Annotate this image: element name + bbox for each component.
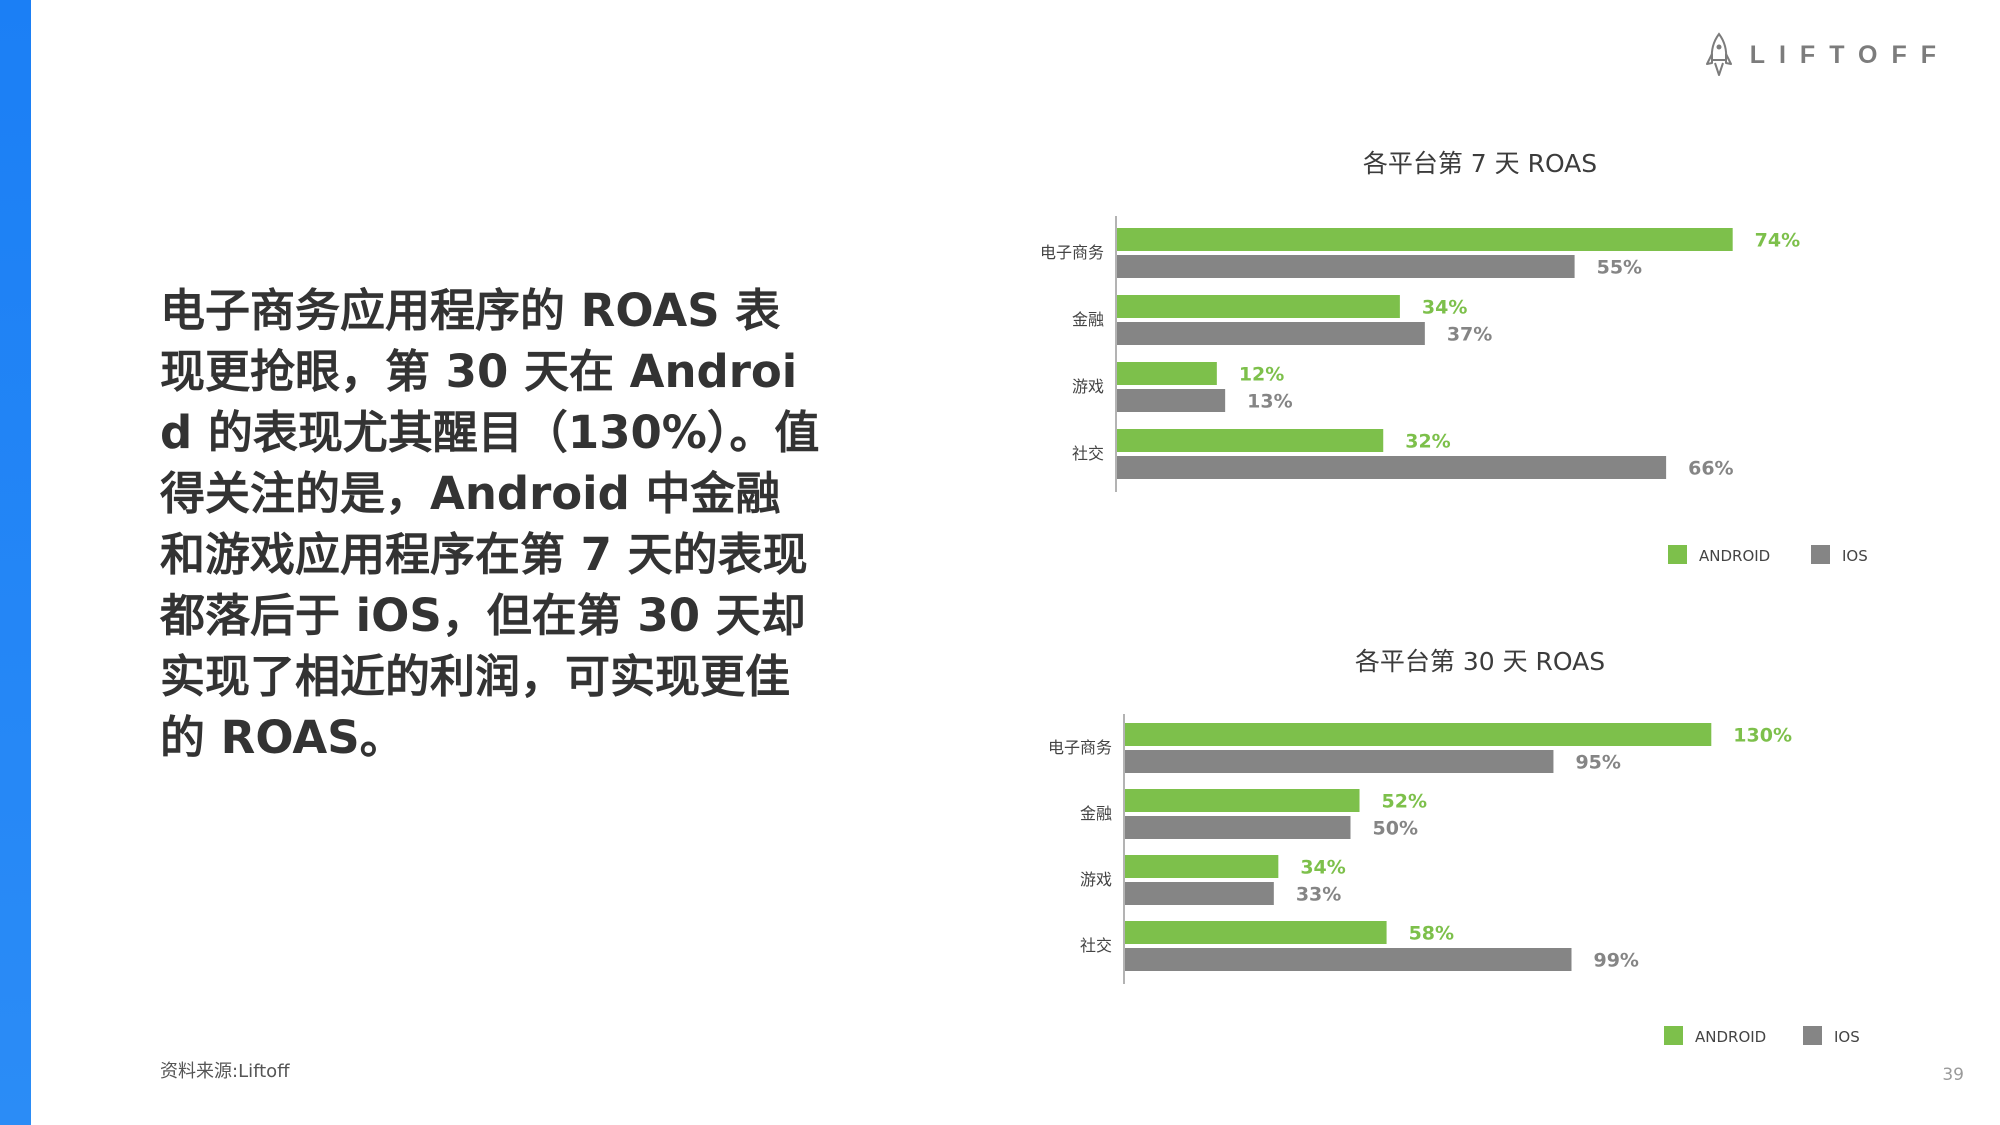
day7-bar-ios [1117, 389, 1226, 412]
day7-bar-android [1117, 429, 1384, 452]
day30-bar-android [1125, 789, 1360, 812]
roas-day30-chart-svg: 各平台第 30 天 ROAS 电子商务 130% 95% 金融 52% 50% 游戏 34% 33… [1048, 647, 1860, 1046]
day30-bar-ios [1125, 948, 1572, 971]
day30-category-label: 电子商务 [1048, 738, 1112, 757]
day7-value-label-ios: 37% [1447, 324, 1492, 346]
day7-value-label-ios: 66% [1688, 458, 1733, 480]
roas-day30-chart: 各平台第 30 天 ROAS 电子商务 130% 95% 金融 52% 50% 游戏 34% 33… [1000, 630, 2000, 1070]
day30-bar-android [1125, 921, 1387, 944]
day7-value-label-ios: 55% [1597, 257, 1642, 279]
day7-legend-swatch-android [1668, 545, 1687, 564]
day7-category-label: 社交 [1072, 444, 1104, 463]
day30-value-label-android: 130% [1733, 725, 1792, 747]
day30-bar-ios [1125, 750, 1554, 773]
day30-bar-android [1125, 723, 1712, 746]
day7-value-label-android: 12% [1239, 364, 1284, 386]
day30-category-label: 游戏 [1080, 870, 1112, 889]
page-number: 39 [1942, 1065, 1964, 1085]
day7-value-label-android: 32% [1405, 431, 1450, 453]
day30-chart-title: 各平台第 30 天 ROAS [1355, 647, 1605, 676]
roas-day7-chart: 各平台第 7 天 ROAS 电子商务 74% 55% 金融 34% 37% 游戏 12% 13% 社… [1000, 130, 2000, 590]
day7-value-label-ios: 13% [1247, 391, 1292, 413]
day7-category-label: 电子商务 [1040, 243, 1104, 262]
day30-category-label: 社交 [1080, 936, 1112, 955]
side-accent-bar [0, 0, 31, 1125]
day30-bar-ios [1125, 816, 1351, 839]
day7-bar-android [1117, 362, 1217, 385]
day30-value-label-android: 58% [1409, 923, 1454, 945]
day30-value-label-android: 34% [1300, 857, 1345, 879]
source-note: 资料来源:Liftoff [160, 1061, 290, 1082]
day7-chart-title: 各平台第 7 天 ROAS [1363, 149, 1597, 178]
day30-category-label: 金融 [1080, 804, 1112, 823]
day30-value-label-ios: 33% [1296, 884, 1341, 906]
day7-value-label-android: 34% [1422, 297, 1467, 319]
day30-legend-swatch-ios [1803, 1026, 1822, 1045]
day7-value-label-android: 74% [1755, 230, 1800, 252]
day7-bar-ios [1117, 255, 1575, 278]
day7-legend-swatch-ios [1811, 545, 1830, 564]
rocket-icon [1705, 32, 1732, 76]
day30-legend-label-ios: IOS [1834, 1028, 1860, 1046]
brand-logo: LIFTOFF [1705, 30, 1950, 80]
day30-bar-ios [1125, 882, 1274, 905]
day30-value-label-android: 52% [1382, 791, 1427, 813]
day30-value-label-ios: 95% [1575, 752, 1620, 774]
day7-bar-android [1117, 295, 1400, 318]
day7-category-label: 金融 [1072, 310, 1104, 329]
headline: 电子商务应用程序的 ROAS 表现更抢眼，第 30 天在 Android 的表现… [160, 284, 820, 764]
day7-bar-ios [1117, 456, 1667, 479]
day7-category-label: 游戏 [1072, 377, 1104, 396]
day7-bar-ios [1117, 322, 1425, 345]
day7-legend-label-android: ANDROID [1699, 547, 1770, 565]
roas-day7-chart-svg: 各平台第 7 天 ROAS 电子商务 74% 55% 金融 34% 37% 游戏 12% 13% 社… [1040, 149, 1868, 565]
day30-legend-swatch-android [1664, 1026, 1683, 1045]
day7-bar-android [1117, 228, 1733, 251]
day30-legend-label-android: ANDROID [1695, 1028, 1766, 1046]
brand-name: LIFTOFF [1749, 40, 1950, 69]
day30-value-label-ios: 50% [1373, 818, 1418, 840]
day30-value-label-ios: 99% [1593, 950, 1638, 972]
day30-bar-android [1125, 855, 1279, 878]
day7-legend-label-ios: IOS [1842, 547, 1868, 565]
